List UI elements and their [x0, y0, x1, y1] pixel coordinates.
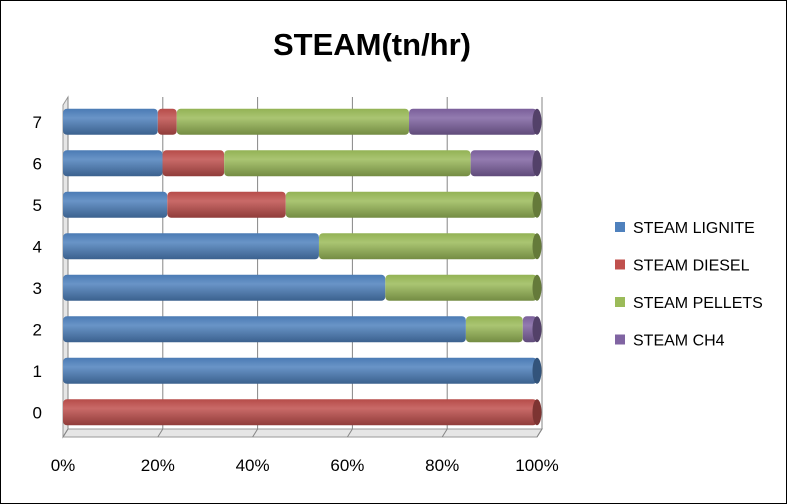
legend-swatch — [615, 222, 625, 232]
legend-swatch — [615, 297, 625, 307]
y-tick-label: 6 — [33, 154, 42, 173]
bar-end-cap — [532, 316, 542, 343]
bar-0-steam-diesel — [63, 399, 537, 426]
bar-7-steam-diesel — [157, 108, 177, 135]
x-tick-label: 80% — [425, 456, 459, 475]
bar-5-steam-pellets — [285, 191, 537, 218]
legend-label: STEAM DIESEL — [633, 258, 750, 275]
bar-7-steam-pellets — [176, 108, 410, 135]
bar-2-steam-lignite — [63, 316, 466, 343]
y-tick-label: 2 — [33, 320, 42, 339]
bar-4-steam-pellets — [318, 233, 537, 260]
bar-end-cap — [532, 108, 542, 135]
bar-6-steam-lignite — [63, 150, 163, 177]
bar-end-cap — [532, 274, 542, 301]
legend-label: STEAM PELLETS — [633, 295, 763, 312]
y-tick-label: 4 — [33, 237, 42, 256]
bar-1-steam-lignite — [63, 357, 537, 384]
x-tick-label: 100% — [515, 456, 558, 475]
x-tick-label: 0% — [51, 456, 76, 475]
bar-4-steam-lignite — [63, 233, 319, 260]
bar-end-cap — [532, 150, 542, 177]
y-tick-label: 3 — [33, 279, 42, 298]
y-tick-label: 5 — [33, 196, 42, 215]
bar-3-steam-pellets — [385, 274, 537, 301]
bar-6-steam-ch4 — [470, 150, 537, 177]
gridline-depth — [441, 428, 448, 438]
bar-2-steam-pellets — [465, 316, 523, 343]
bar-7-steam-ch4 — [409, 108, 537, 135]
legend-label: STEAM CH4 — [633, 333, 725, 350]
gridline-depth — [62, 428, 69, 438]
bar-end-cap — [532, 399, 542, 426]
legend-swatch — [615, 259, 625, 270]
legend-label: STEAM LIGNITE — [633, 220, 755, 237]
legend-swatch — [615, 334, 625, 345]
plot-back-wall — [68, 97, 542, 429]
bar-3-steam-lignite — [63, 274, 386, 301]
x-tick-label: 60% — [330, 456, 364, 475]
x-tick-label: 20% — [141, 456, 175, 475]
bar-5-steam-lignite — [63, 191, 168, 218]
x-tick-label: 40% — [236, 456, 270, 475]
gridline-depth — [346, 428, 353, 438]
chart-title: STEAM(tn/hr) — [272, 27, 472, 62]
bar-end-cap — [532, 233, 542, 260]
bar-end-cap — [532, 191, 542, 218]
bar-5-steam-diesel — [167, 191, 286, 218]
y-tick-label: 1 — [33, 362, 42, 381]
bar-6-steam-diesel — [162, 150, 225, 177]
bar-7-steam-lignite — [63, 108, 158, 135]
gridline-depth — [536, 428, 543, 438]
plot-floor — [62, 428, 543, 438]
gridline-depth — [252, 428, 259, 438]
plot-side-wall — [62, 95, 69, 439]
y-tick-label: 0 — [33, 403, 42, 422]
bar-6-steam-pellets — [224, 150, 471, 177]
bar-end-cap — [532, 357, 542, 384]
gridline-depth — [157, 428, 164, 438]
y-tick-label: 7 — [33, 113, 42, 132]
